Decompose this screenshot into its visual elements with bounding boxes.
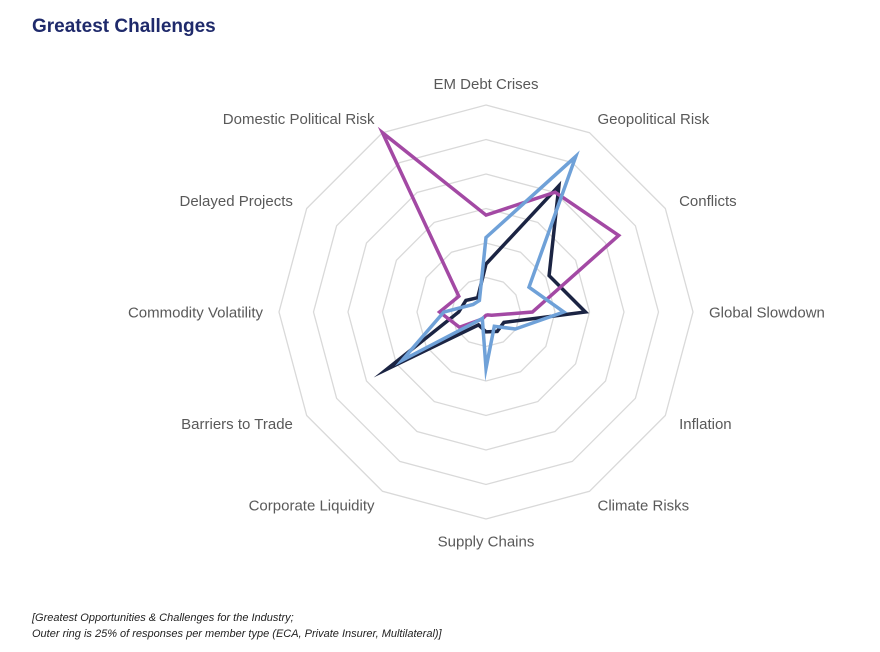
axis-label-climate-risks: Climate Risks bbox=[598, 497, 690, 514]
radar-grid bbox=[278, 104, 694, 520]
series-line-1 bbox=[373, 180, 590, 378]
radar-series bbox=[373, 126, 622, 382]
footnote-line-1: [Greatest Opportunities & Challenges for… bbox=[32, 612, 294, 624]
series-line-2 bbox=[377, 126, 622, 330]
axis-label-delayed-projects: Delayed Projects bbox=[180, 193, 293, 210]
grid-ring-6 bbox=[278, 104, 694, 520]
footnote-line-2: Outer ring is 25% of responses per membe… bbox=[32, 628, 442, 640]
axis-label-corporate-liquidity: Corporate Liquidity bbox=[249, 497, 375, 514]
grid-ring-1 bbox=[450, 276, 522, 348]
axis-labels: EM Debt Crises Geopolitical Risk Conflicts… bbox=[128, 76, 825, 550]
grid-ring-3 bbox=[381, 207, 591, 417]
radar-chart: EM Debt Crises Geopolitical Risk Conflicts… bbox=[128, 76, 825, 550]
axis-label-supply-chains: Supply Chains bbox=[438, 533, 535, 550]
grid-ring-5 bbox=[312, 138, 660, 486]
axis-label-global-slowdown: Global Slowdown bbox=[709, 304, 825, 321]
chart-title: Greatest Challenges bbox=[32, 16, 216, 37]
axis-label-em-debt-crises: EM Debt Crises bbox=[433, 76, 538, 93]
axis-label-commodity-volatility: Commodity Volatility bbox=[128, 304, 264, 321]
grid-ring-4 bbox=[347, 173, 625, 451]
axis-label-geopolitical-risk: Geopolitical Risk bbox=[598, 111, 710, 128]
grid-ring-2 bbox=[416, 242, 556, 382]
axis-label-barriers-to-trade: Barriers to Trade bbox=[181, 416, 293, 433]
axis-label-inflation: Inflation bbox=[679, 416, 732, 433]
axis-label-conflicts: Conflicts bbox=[679, 193, 737, 210]
series-line-3 bbox=[394, 150, 580, 382]
axis-label-domestic-political-risk: Domestic Political Risk bbox=[223, 111, 375, 128]
